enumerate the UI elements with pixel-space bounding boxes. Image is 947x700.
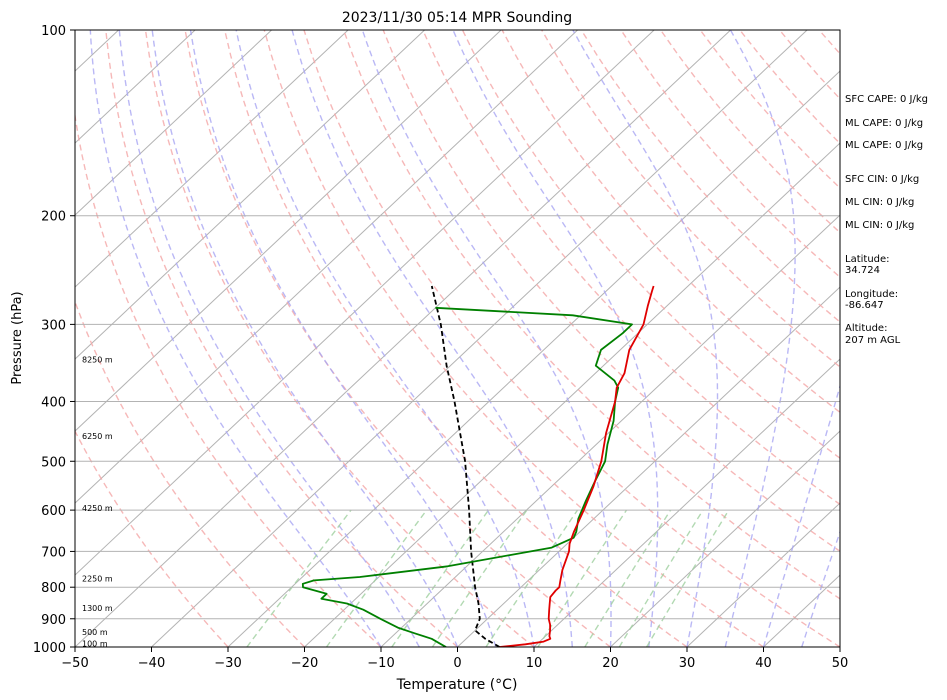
- sfc-cin-text: SFC CIN: 0 J/kg: [845, 174, 919, 185]
- moist-adiabat-line: [572, 30, 719, 647]
- ml-cape-text-2: ML CAPE: 0 J/kg: [845, 140, 923, 151]
- moist-adiabat-line: [89, 30, 382, 647]
- dry-adiabat-line: [75, 111, 382, 647]
- x-tick-label: 40: [755, 656, 772, 671]
- x-tick-label: 0: [453, 656, 461, 671]
- mixing-ratio-line: [645, 509, 730, 647]
- sfc-cape-text: SFC CAPE: 0 J/kg: [845, 94, 928, 105]
- x-tick-label: −10: [367, 656, 394, 671]
- x-tick-label: −50: [61, 656, 88, 671]
- x-tick-label: 10: [526, 656, 543, 671]
- moist-adiabat-line: [361, 30, 612, 647]
- ml-cin-text-2: ML CIN: 0 J/kg: [845, 220, 914, 231]
- dry-adiabat-line: [620, 30, 840, 279]
- height-label: 2250 m: [82, 575, 113, 584]
- longitude-value: -86.647: [845, 300, 884, 311]
- height-label: 6250 m: [82, 432, 113, 441]
- isotherm-line: [686, 502, 840, 647]
- dry-adiabat-line: [303, 30, 840, 647]
- dry-adiabat-line: [263, 30, 764, 647]
- isotherm-line: [75, 30, 731, 647]
- altitude-value: 207 m AGL: [845, 335, 901, 346]
- y-tick-label: 500: [41, 455, 66, 470]
- altitude-label: Altitude:: [845, 323, 887, 334]
- isotherm-line: [533, 358, 840, 647]
- moist-adiabat-line: [118, 30, 420, 647]
- y-tick-label: 200: [41, 210, 66, 225]
- x-tick-label: 50: [832, 656, 849, 671]
- parcel-path-line: [430, 285, 501, 647]
- isotherm-line: [75, 30, 425, 360]
- dry-adiabat-line: [342, 30, 840, 600]
- isotherm-line: [610, 430, 840, 647]
- x-tick-label: −30: [214, 656, 241, 671]
- dry-adiabat-line: [75, 299, 305, 647]
- moist-adiabat-line: [235, 30, 535, 647]
- moist-adiabat-line: [762, 383, 840, 647]
- x-tick-label: −40: [138, 656, 165, 671]
- x-tick-label: 20: [602, 656, 619, 671]
- sounding-profiles: [301, 285, 655, 647]
- dry-adiabat-line: [144, 30, 535, 647]
- isotherm-line: [151, 30, 808, 647]
- y-tick-label: 1000: [33, 641, 66, 656]
- y-tick-label: 700: [41, 545, 66, 560]
- x-axis-ticks: −50 −40 −30 −20 −10 0 10 20 30 40 50: [61, 647, 848, 671]
- y-axis-ticks: 1000 900 800 700 600 500 400 300 200 100: [33, 24, 75, 656]
- mixing-ratio-line: [618, 509, 704, 647]
- y-tick-label: 900: [41, 613, 66, 628]
- dry-adiabat-line: [422, 30, 840, 506]
- dry-adiabat-line: [105, 30, 458, 647]
- isotherm-line: [75, 30, 272, 216]
- isotherm-line: [75, 30, 578, 504]
- x-axis-label: Temperature (°C): [396, 677, 518, 693]
- height-labels: 100 m 500 m 1300 m 2250 m 4250 m 6250 m 8250 m: [82, 355, 113, 648]
- moist-adiabat-line: [801, 529, 840, 647]
- stats-annotations: SFC CAPE: 0 J/kg ML CAPE: 0 J/kg ML CAPE…: [845, 94, 928, 346]
- chart-title: 2023/11/30 05:14 MPR Sounding: [342, 10, 572, 26]
- isotherm-line: [457, 286, 840, 647]
- height-label: 4250 m: [82, 504, 113, 513]
- pressure-gridlines: [75, 30, 840, 647]
- longitude-label: Longitude:: [845, 289, 898, 300]
- latitude-label: Latitude:: [845, 254, 890, 265]
- y-tick-label: 600: [41, 504, 66, 519]
- isotherm-line: [380, 214, 840, 647]
- mixing-ratio-line: [485, 509, 579, 647]
- background-lines: [75, 30, 840, 647]
- temperature-line: [499, 285, 655, 647]
- isotherm-line: [304, 142, 840, 647]
- ml-cin-text: ML CIN: 0 J/kg: [845, 197, 914, 208]
- y-tick-label: 300: [41, 318, 66, 333]
- dry-adiabat-line: [382, 30, 840, 553]
- isotherm-line: [75, 30, 196, 144]
- x-tick-label: 30: [679, 656, 696, 671]
- moist-adiabat-line: [724, 30, 796, 647]
- dry-adiabat-line: [224, 30, 688, 647]
- y-tick-label: 800: [41, 581, 66, 596]
- x-tick-label: −20: [291, 656, 318, 671]
- moist-adiabat-line: [151, 30, 459, 647]
- dry-adiabat-line: [184, 30, 611, 647]
- moist-adiabat-line: [452, 30, 659, 647]
- y-axis-label: Pressure (hPa): [10, 291, 25, 384]
- mixing-ratio-line: [537, 509, 628, 647]
- y-tick-label: 400: [41, 395, 66, 410]
- dry-adiabat-line: [75, 429, 229, 647]
- y-tick-label: 100: [41, 24, 66, 39]
- isotherm-line: [227, 70, 840, 647]
- isotherm-line: [75, 30, 655, 576]
- height-label: 1300 m: [82, 604, 113, 613]
- moist-adiabat-line: [189, 30, 497, 647]
- height-label: 500 m: [82, 628, 108, 637]
- ml-cape-text: ML CAPE: 0 J/kg: [845, 118, 923, 129]
- isotherm-line: [75, 30, 349, 288]
- isotherm-line: [75, 30, 502, 432]
- height-label: 100 m: [82, 639, 108, 648]
- height-label: 8250 m: [82, 355, 113, 364]
- moist-adiabat-line: [291, 30, 573, 647]
- dewpoint-line: [301, 306, 633, 647]
- latitude-value: 34.724: [845, 265, 880, 276]
